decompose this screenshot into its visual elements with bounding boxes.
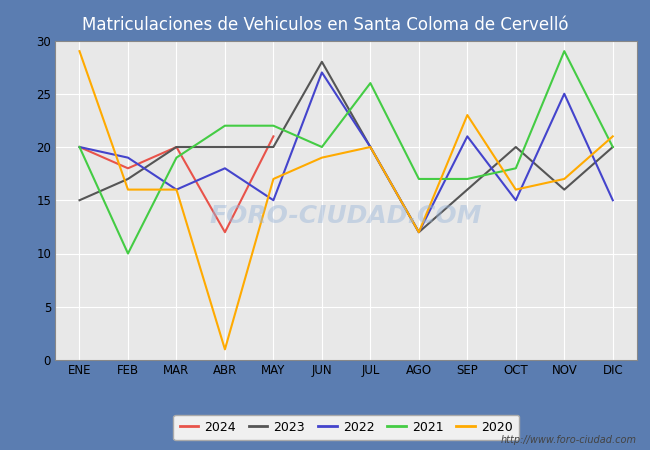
- Text: FORO-CIUDAD.COM: FORO-CIUDAD.COM: [210, 204, 482, 228]
- Text: http://www.foro-ciudad.com: http://www.foro-ciudad.com: [501, 435, 637, 445]
- Legend: 2024, 2023, 2022, 2021, 2020: 2024, 2023, 2022, 2021, 2020: [174, 414, 519, 440]
- Text: Matriculaciones de Vehiculos en Santa Coloma de Cervelló: Matriculaciones de Vehiculos en Santa Co…: [82, 16, 568, 34]
